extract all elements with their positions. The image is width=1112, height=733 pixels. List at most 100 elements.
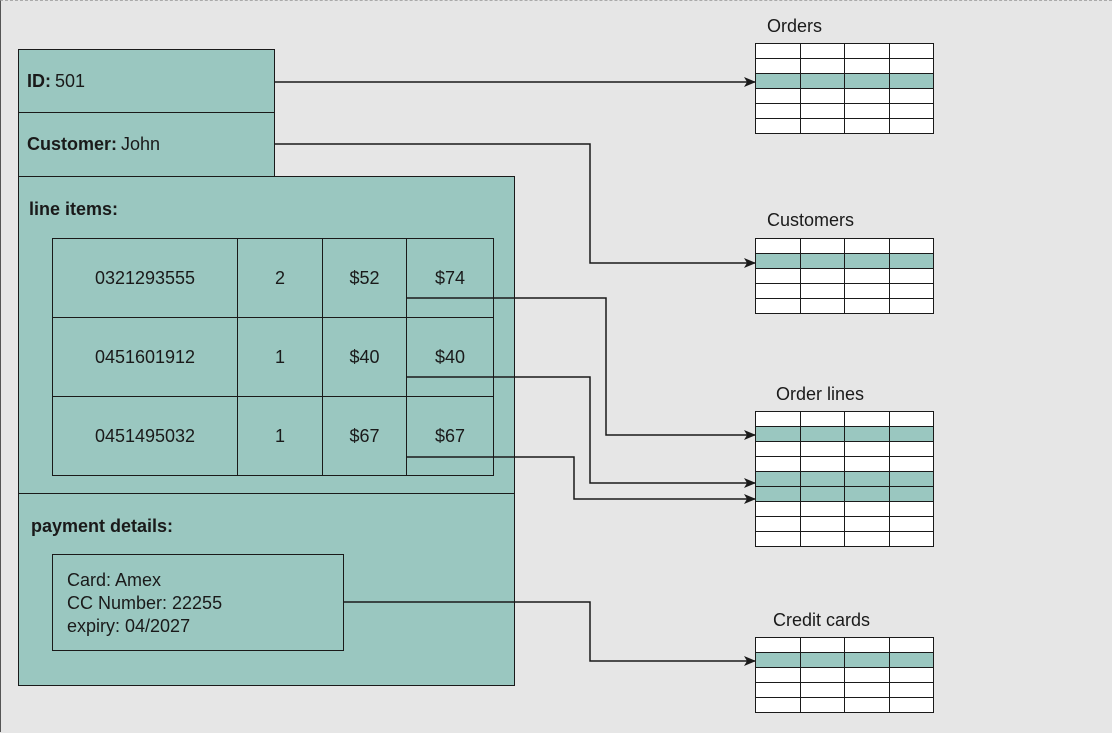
db-cell — [755, 118, 801, 134]
db-cell — [799, 697, 845, 713]
line-item-quantity: 1 — [237, 317, 323, 397]
db-row — [755, 88, 934, 104]
db-cell — [755, 531, 801, 547]
line-items-table: 0321293555 2 $52 $74 0451601912 1 $40 $40 045149… — [52, 238, 494, 476]
db-cell — [844, 501, 890, 517]
db-cell — [844, 103, 890, 119]
db-cell — [844, 238, 890, 254]
db-cell — [799, 411, 845, 427]
db-cell — [799, 103, 845, 119]
line-item-total: $67 — [406, 396, 494, 476]
db-cell — [755, 411, 801, 427]
order-id-label: ID: — [27, 70, 51, 91]
db-row — [755, 501, 934, 517]
line-items-title: line items: — [29, 199, 119, 219]
order-lines-table-label: Order lines — [776, 384, 865, 404]
customer-field: Customer: John — [18, 112, 275, 177]
db-cell — [888, 73, 934, 89]
connector-line3-to-order-lines — [406, 456, 756, 504]
order-id-value: 501 — [55, 70, 86, 91]
db-cell — [888, 441, 934, 457]
db-row — [755, 426, 934, 442]
db-cell — [844, 531, 890, 547]
db-cell — [755, 471, 801, 487]
db-cell — [844, 411, 890, 427]
db-cell — [888, 298, 934, 314]
db-cell — [844, 441, 890, 457]
db-cell — [799, 88, 845, 104]
db-cell — [755, 456, 801, 472]
line-item-row: 0321293555 2 $52 $74 — [52, 238, 494, 318]
db-row — [755, 637, 934, 653]
connector-line2-to-order-lines — [406, 376, 756, 488]
db-cell — [755, 682, 801, 698]
line-item-isbn: 0451601912 — [52, 317, 238, 397]
db-cell — [888, 58, 934, 74]
line-item-unit-price: $67 — [322, 396, 407, 476]
db-cell — [799, 118, 845, 134]
db-cell — [844, 637, 890, 653]
payment-line: expiry: 04/2027 — [67, 616, 191, 636]
db-cell — [799, 73, 845, 89]
db-cell — [844, 456, 890, 472]
line-item-total: $74 — [406, 238, 494, 318]
db-row — [755, 73, 934, 89]
db-cell — [755, 88, 801, 104]
db-cell — [844, 298, 890, 314]
line-item-unit-price: $52 — [322, 238, 407, 318]
order-lines-table — [755, 411, 934, 547]
db-cell — [755, 486, 801, 502]
db-cell — [844, 516, 890, 532]
db-cell — [755, 268, 801, 284]
db-cell — [755, 441, 801, 457]
payment-line: CC Number: 22255 — [67, 593, 223, 613]
db-cell — [799, 253, 845, 269]
db-cell — [799, 516, 845, 532]
customer-value: John — [121, 134, 161, 154]
db-cell — [844, 652, 890, 668]
db-cell — [755, 426, 801, 442]
credit-cards-table — [755, 637, 934, 713]
db-row — [755, 652, 934, 668]
credit-cards-table-label: Credit cards — [773, 610, 871, 630]
db-cell — [888, 253, 934, 269]
line-item-isbn: 0451495032 — [52, 396, 238, 476]
db-cell — [844, 268, 890, 284]
db-cell — [799, 652, 845, 668]
db-cell — [844, 697, 890, 713]
db-cell — [888, 103, 934, 119]
connector-payment-to-credit-cards — [343, 601, 756, 666]
db-row — [755, 516, 934, 532]
db-cell — [844, 88, 890, 104]
order-id-field: ID: 501 — [18, 49, 275, 113]
db-cell — [844, 486, 890, 502]
db-cell — [799, 441, 845, 457]
db-cell — [888, 471, 934, 487]
db-cell — [755, 516, 801, 532]
db-cell — [844, 118, 890, 134]
line-item-row: 0451495032 1 $67 $67 — [52, 396, 494, 476]
db-row — [755, 238, 934, 254]
line-item-quantity: 2 — [237, 238, 323, 318]
db-cell — [799, 667, 845, 683]
customers-table — [755, 238, 934, 314]
db-cell — [755, 298, 801, 314]
db-cell — [888, 697, 934, 713]
db-cell — [799, 238, 845, 254]
db-cell — [799, 682, 845, 698]
customer-label: Customer: — [27, 134, 118, 154]
db-cell — [755, 667, 801, 683]
db-cell — [755, 697, 801, 713]
db-cell — [799, 637, 845, 653]
db-cell — [844, 73, 890, 89]
db-row — [755, 43, 934, 59]
db-row — [755, 697, 934, 713]
db-row — [755, 118, 934, 134]
db-row — [755, 283, 934, 299]
orders-table — [755, 43, 934, 134]
db-cell — [755, 501, 801, 517]
db-cell — [755, 43, 801, 59]
db-row — [755, 411, 934, 427]
db-cell — [799, 531, 845, 547]
orders-table-label: Orders — [767, 16, 823, 36]
